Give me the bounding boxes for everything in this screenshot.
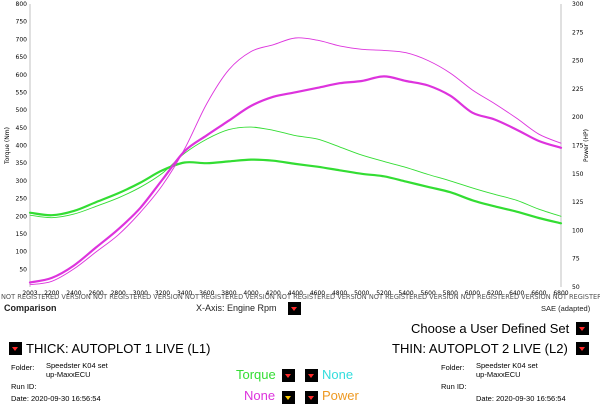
right-folder-label: Folder: [441, 363, 465, 372]
right-folder-value-line1: Speedster K04 set [476, 361, 538, 370]
x-tick-label: 5600 [421, 290, 436, 297]
y-right-axis-title: Power (HP) [583, 129, 590, 162]
y-left-tick-label: 650 [16, 54, 28, 61]
y-left-tick-label: 100 [16, 249, 28, 256]
legend-torque-label: Torque [236, 367, 276, 382]
watermark-text: NOT REGISTERED VERSION NOT REGISTERED VE… [1, 293, 600, 300]
y-left-tick-label: 350 [16, 160, 28, 167]
x-tick-label: 2400 [66, 290, 81, 297]
y-left-tick-label: 550 [16, 89, 28, 96]
x-tick-label: 3600 [199, 290, 214, 297]
x-tick-label: 3400 [177, 290, 192, 297]
x-tick-label: 2600 [88, 290, 103, 297]
y-left-tick-label: 50 [19, 266, 27, 273]
comparison-label: Comparison [4, 303, 57, 313]
x-axis-dropdown-button[interactable] [288, 302, 301, 315]
none2-dropdown[interactable] [282, 391, 295, 404]
y-left-tick-label: 800 [16, 1, 28, 8]
y-right-tick-label: 300 [572, 1, 584, 8]
x-tick-label: 5400 [398, 290, 413, 297]
dyno-chart: 50 100 150 200 250 300 350 400 450 500 550 600 650 70… [1, 1, 600, 300]
y-left-tick-label: 750 [16, 19, 28, 26]
x-tick-label: 4400 [288, 290, 303, 297]
user-defined-set-label: Choose a User Defined Set [411, 321, 570, 336]
x-tick-label: 2800 [111, 290, 126, 297]
right-date: Date: 2020-09-30 16:56:54 [476, 394, 566, 403]
sae-label: SAE (adapted) [541, 304, 591, 313]
x-tick-label: 2003 [22, 290, 37, 297]
x-tick-label: 6600 [531, 290, 546, 297]
y-left-tick-label: 250 [16, 196, 28, 203]
x-tick-label: 3800 [221, 290, 236, 297]
y-left-tick-label: 450 [16, 125, 28, 132]
legend-none-cyan-label: None [322, 367, 354, 382]
y-left-tick-label: 300 [16, 178, 28, 185]
y-right-tick-label: 175 [572, 143, 584, 150]
power-thin-series-line [29, 37, 562, 286]
torque-dropdown[interactable] [282, 369, 295, 382]
legend-none-magenta-label: None [244, 388, 276, 403]
x-tick-label: 4800 [332, 290, 347, 297]
x-axis-label: X-Axis: Engine Rpm [196, 303, 277, 313]
x-tick-label: 6200 [487, 290, 502, 297]
y-right-tick-label: 100 [572, 227, 584, 234]
user-defined-set-dropdown[interactable] [576, 322, 589, 335]
left-folder-label: Folder: [11, 363, 35, 372]
y-right-tick-label: 150 [572, 171, 584, 178]
thin-run-dropdown[interactable] [576, 342, 589, 355]
x-tick-label: 6000 [465, 290, 480, 297]
x-tick-label: 6400 [509, 290, 524, 297]
y-right-tick-label: 50 [572, 284, 580, 291]
x-tick-label: 3000 [133, 290, 148, 297]
y-left-axis-title: Torque (Nm) [4, 127, 11, 165]
torque-thin-series-line [29, 126, 562, 219]
right-run-id-label: Run ID: [441, 382, 467, 391]
y-right-tick-label: 75 [572, 256, 580, 263]
thin-run-label: THIN: AUTOPLOT 2 LIVE (L2) [392, 341, 568, 356]
x-tick-label: 5000 [354, 290, 369, 297]
left-folder-value-line1: Speedster K04 set [46, 361, 108, 370]
y-left-tick-label: 600 [16, 72, 28, 79]
left-folder-value-line2: up-MaxxECU [46, 370, 91, 379]
power-dropdown[interactable] [305, 391, 318, 404]
y-right-tick-label: 200 [572, 114, 584, 121]
y-left-tick-label: 700 [16, 36, 28, 43]
power-thick-series-line [28, 75, 563, 284]
x-tick-label: 3200 [155, 290, 170, 297]
right-folder-value-line2: up-MaxxECU [476, 370, 521, 379]
thick-run-dropdown[interactable] [9, 342, 22, 355]
x-tick-label: 2200 [44, 290, 59, 297]
y-right-tick-label: 250 [572, 58, 584, 65]
y-left-tick-label: 500 [16, 107, 28, 114]
none1-dropdown[interactable] [305, 369, 318, 382]
left-date: Date: 2020-09-30 16:56:54 [11, 394, 101, 403]
left-run-id-label: Run ID: [11, 382, 37, 391]
y-left-tick-label: 200 [16, 213, 28, 220]
torque-thick-series-line [28, 158, 563, 225]
x-tick-label: 6800 [553, 290, 568, 297]
x-tick-label: 4600 [310, 290, 325, 297]
y-right-tick-label: 275 [572, 29, 584, 36]
x-tick-label: 5800 [443, 290, 458, 297]
thick-run-label: THICK: AUTOPLOT 1 LIVE (L1) [26, 341, 211, 356]
y-right-tick-label: 225 [572, 86, 584, 93]
x-tick-label: 4200 [266, 290, 281, 297]
y-left-tick-label: 150 [16, 231, 28, 238]
x-tick-label: 4000 [243, 290, 258, 297]
y-left-tick-label: 400 [16, 143, 28, 150]
x-tick-label: 5200 [376, 290, 391, 297]
legend-power-label: Power [322, 388, 359, 403]
y-right-tick-label: 125 [572, 199, 584, 206]
